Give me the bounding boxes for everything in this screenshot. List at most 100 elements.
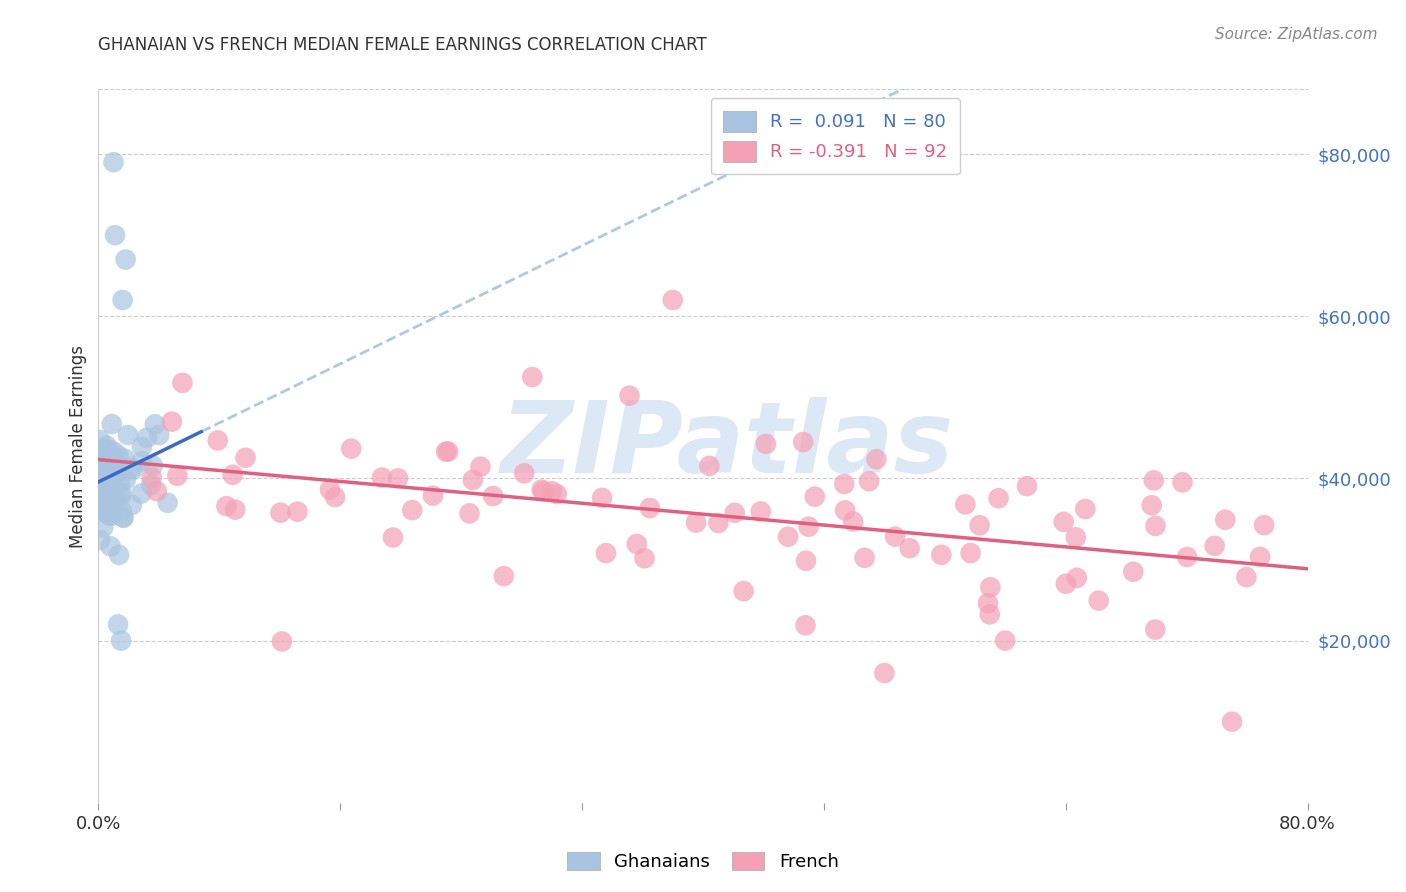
Point: [101, 486, 124, 500]
Point: [733, 584, 755, 599]
Point: [1087, 593, 1109, 607]
Point: [215, 499, 238, 513]
Point: [955, 497, 977, 511]
Point: [778, 530, 800, 544]
Point: [842, 515, 865, 529]
Point: [114, 451, 136, 466]
Point: [104, 445, 127, 459]
Point: [513, 467, 536, 481]
Point: [97, 450, 120, 464]
Point: [143, 417, 166, 432]
Point: [93, 484, 115, 499]
Point: [619, 389, 641, 403]
Point: [166, 468, 188, 483]
Point: [858, 474, 880, 488]
Point: [111, 293, 134, 307]
Point: [101, 417, 124, 431]
Point: [141, 470, 163, 484]
Point: [898, 541, 921, 556]
Point: [114, 252, 136, 267]
Point: [633, 551, 655, 566]
Point: [139, 478, 162, 492]
Text: ZIPatlas: ZIPatlas: [501, 398, 953, 494]
Point: [136, 431, 159, 445]
Point: [319, 483, 342, 497]
Y-axis label: Median Female Earnings: Median Female Earnings: [69, 344, 87, 548]
Point: [1066, 571, 1088, 585]
Point: [269, 506, 291, 520]
Point: [115, 473, 138, 487]
Point: [91, 487, 114, 501]
Point: [638, 501, 661, 516]
Point: [530, 483, 553, 497]
Point: [110, 486, 132, 500]
Point: [482, 489, 505, 503]
Text: GHANAIAN VS FRENCH MEDIAN FEMALE EARNINGS CORRELATION CHART: GHANAIAN VS FRENCH MEDIAN FEMALE EARNING…: [98, 36, 707, 54]
Point: [387, 471, 409, 485]
Point: [461, 473, 484, 487]
Point: [94, 505, 117, 519]
Point: [1122, 565, 1144, 579]
Point: [100, 540, 122, 554]
Point: [108, 476, 131, 491]
Point: [131, 440, 153, 454]
Point: [626, 537, 648, 551]
Point: [117, 428, 139, 442]
Point: [797, 519, 820, 533]
Point: [749, 504, 772, 518]
Point: [107, 458, 129, 472]
Point: [371, 470, 394, 484]
Point: [121, 498, 143, 512]
Point: [101, 500, 124, 514]
Point: [873, 666, 896, 681]
Point: [865, 452, 887, 467]
Point: [422, 489, 444, 503]
Point: [541, 484, 564, 499]
Point: [89, 533, 111, 547]
Legend: Ghanaians, French: Ghanaians, French: [560, 845, 846, 879]
Point: [271, 634, 294, 648]
Point: [1015, 479, 1038, 493]
Point: [98, 455, 121, 469]
Point: [98, 453, 121, 467]
Point: [97, 458, 120, 472]
Point: [221, 467, 243, 482]
Point: [98, 470, 121, 484]
Point: [1064, 530, 1087, 544]
Point: [91, 520, 114, 534]
Point: [91, 479, 114, 493]
Point: [987, 491, 1010, 506]
Point: [1249, 549, 1271, 564]
Point: [685, 516, 707, 530]
Point: [90, 499, 112, 513]
Point: [1171, 475, 1194, 490]
Point: [792, 435, 814, 450]
Point: [591, 491, 613, 505]
Point: [1144, 519, 1167, 533]
Point: [105, 458, 128, 472]
Point: [707, 516, 730, 530]
Point: [121, 463, 143, 477]
Point: [834, 503, 856, 517]
Point: [1175, 549, 1198, 564]
Point: [111, 510, 134, 524]
Point: [959, 546, 981, 560]
Point: [969, 518, 991, 533]
Point: [1143, 474, 1166, 488]
Point: [96, 464, 118, 478]
Point: [977, 596, 1000, 610]
Point: [531, 484, 554, 499]
Point: [884, 530, 907, 544]
Point: [1054, 576, 1077, 591]
Point: [803, 490, 825, 504]
Point: [103, 481, 125, 495]
Point: [323, 490, 346, 504]
Point: [1253, 518, 1275, 533]
Point: [98, 489, 121, 503]
Point: [103, 155, 125, 169]
Point: [110, 489, 132, 503]
Point: [101, 487, 124, 501]
Point: [156, 496, 179, 510]
Point: [1204, 539, 1226, 553]
Point: [724, 506, 747, 520]
